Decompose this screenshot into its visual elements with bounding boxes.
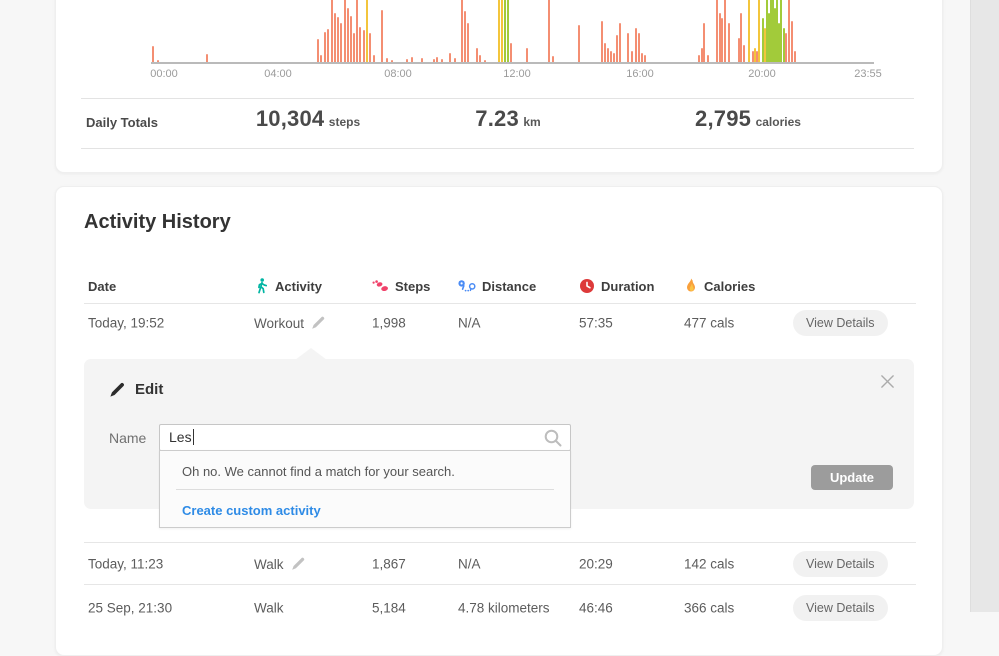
daily-total-steps: 10,304 steps [256, 106, 360, 132]
edit-pencil-icon[interactable] [291, 556, 306, 571]
view-details-button[interactable]: View Details [793, 310, 888, 336]
scrollbar-track[interactable] [970, 0, 999, 612]
activity-name: Walk [254, 600, 284, 615]
panel-caret [295, 348, 327, 360]
activity-name-input[interactable]: Les [159, 424, 571, 451]
table-header: Date Activity Steps [84, 271, 916, 304]
steps-total-value: 10,304 [255, 106, 325, 131]
activity-name: Walk [254, 556, 284, 572]
column-header-date: Date [88, 278, 117, 294]
view-details-button[interactable]: View Details [793, 550, 888, 577]
footsteps-icon [372, 280, 388, 292]
divider [176, 489, 554, 490]
column-header-duration: Duration [579, 276, 654, 296]
search-icon [544, 429, 562, 447]
divider [81, 98, 914, 99]
update-button[interactable]: Update [811, 465, 893, 490]
calories-total-value: 2,795 [695, 106, 752, 131]
name-field-label: Name [109, 430, 147, 446]
table-row: Today, 19:52 Workout 1,998 N/A 57:35 477… [84, 304, 916, 342]
create-custom-activity-link[interactable]: Create custom activity [182, 503, 321, 518]
close-icon[interactable] [876, 369, 900, 393]
calories-total-unit: calories [755, 115, 801, 129]
row-distance: 4.78 kilometers [458, 600, 550, 615]
input-value: Les [169, 429, 192, 445]
activity-name: Workout [254, 316, 305, 331]
row-distance: N/A [458, 556, 481, 571]
daily-total-distance: 7.23 km [475, 106, 540, 132]
clock-icon [580, 279, 594, 293]
divider [81, 148, 914, 149]
row-date: Today, 19:52 [88, 315, 165, 331]
walking-person-icon [258, 278, 268, 294]
row-calories: 142 cals [684, 556, 735, 571]
edit-activity-panel: Edit Name Les Oh no. We cannot find a ma… [84, 348, 914, 528]
row-steps: 1,998 [372, 315, 406, 331]
column-header-steps: Steps [372, 276, 430, 296]
edit-panel-title: Edit [109, 381, 163, 398]
table-row: Today, 11:23 Walk 1,867 N/A 20:29 142 ca… [84, 542, 916, 584]
row-duration: 57:35 [579, 315, 613, 331]
map-pins-icon [458, 280, 476, 292]
row-calories: 366 cals [684, 600, 735, 615]
activity-history-card: Activity History Date Activity Steps [55, 186, 943, 656]
daily-totals-label: Daily Totals [86, 115, 159, 130]
flame-icon [687, 278, 695, 292]
row-activity: Walk [254, 600, 284, 615]
row-steps: 5,184 [372, 600, 406, 615]
row-activity: Workout [254, 315, 326, 331]
row-date: 25 Sep, 21:30 [88, 600, 173, 615]
no-match-message: Oh no. We cannot find a match for your s… [182, 464, 455, 479]
page-title: Activity History [84, 211, 231, 233]
column-header-distance: Distance [458, 276, 536, 296]
table-row: 25 Sep, 21:30 Walk 5,184 4.78 kilometers… [84, 584, 916, 630]
row-steps: 1,867 [372, 556, 406, 571]
edit-pencil-icon[interactable] [311, 315, 326, 330]
chart-x-axis-ticks: 00:00 04:00 08:00 12:00 16:00 20:00 23:55 [150, 68, 882, 80]
pencil-icon [110, 382, 124, 397]
distance-total-unit: km [523, 115, 541, 129]
daily-total-calories: 2,795 calories [695, 106, 801, 132]
distance-total-value: 7.23 [475, 106, 519, 131]
row-date: Today, 11:23 [88, 556, 164, 571]
row-activity: Walk [254, 556, 306, 572]
steps-chart-card: 00:00 04:00 08:00 12:00 16:00 20:00 23:55 Dail… [55, 0, 943, 173]
column-header-activity: Activity [254, 276, 322, 296]
view-details-button[interactable]: View Details [793, 594, 888, 621]
row-calories: 477 cals [684, 315, 735, 331]
search-results-dropdown: Oh no. We cannot find a match for your s… [159, 450, 571, 528]
intraday-steps-chart [151, 0, 874, 63]
edit-panel-title-text: Edit [135, 381, 164, 398]
chart-x-axis [151, 62, 874, 64]
text-cursor [192, 429, 194, 445]
column-header-calories: Calories [684, 276, 755, 296]
row-duration: 20:29 [579, 556, 613, 571]
row-duration: 46:46 [579, 600, 613, 615]
row-distance: N/A [458, 315, 481, 331]
steps-total-unit: steps [328, 115, 361, 129]
